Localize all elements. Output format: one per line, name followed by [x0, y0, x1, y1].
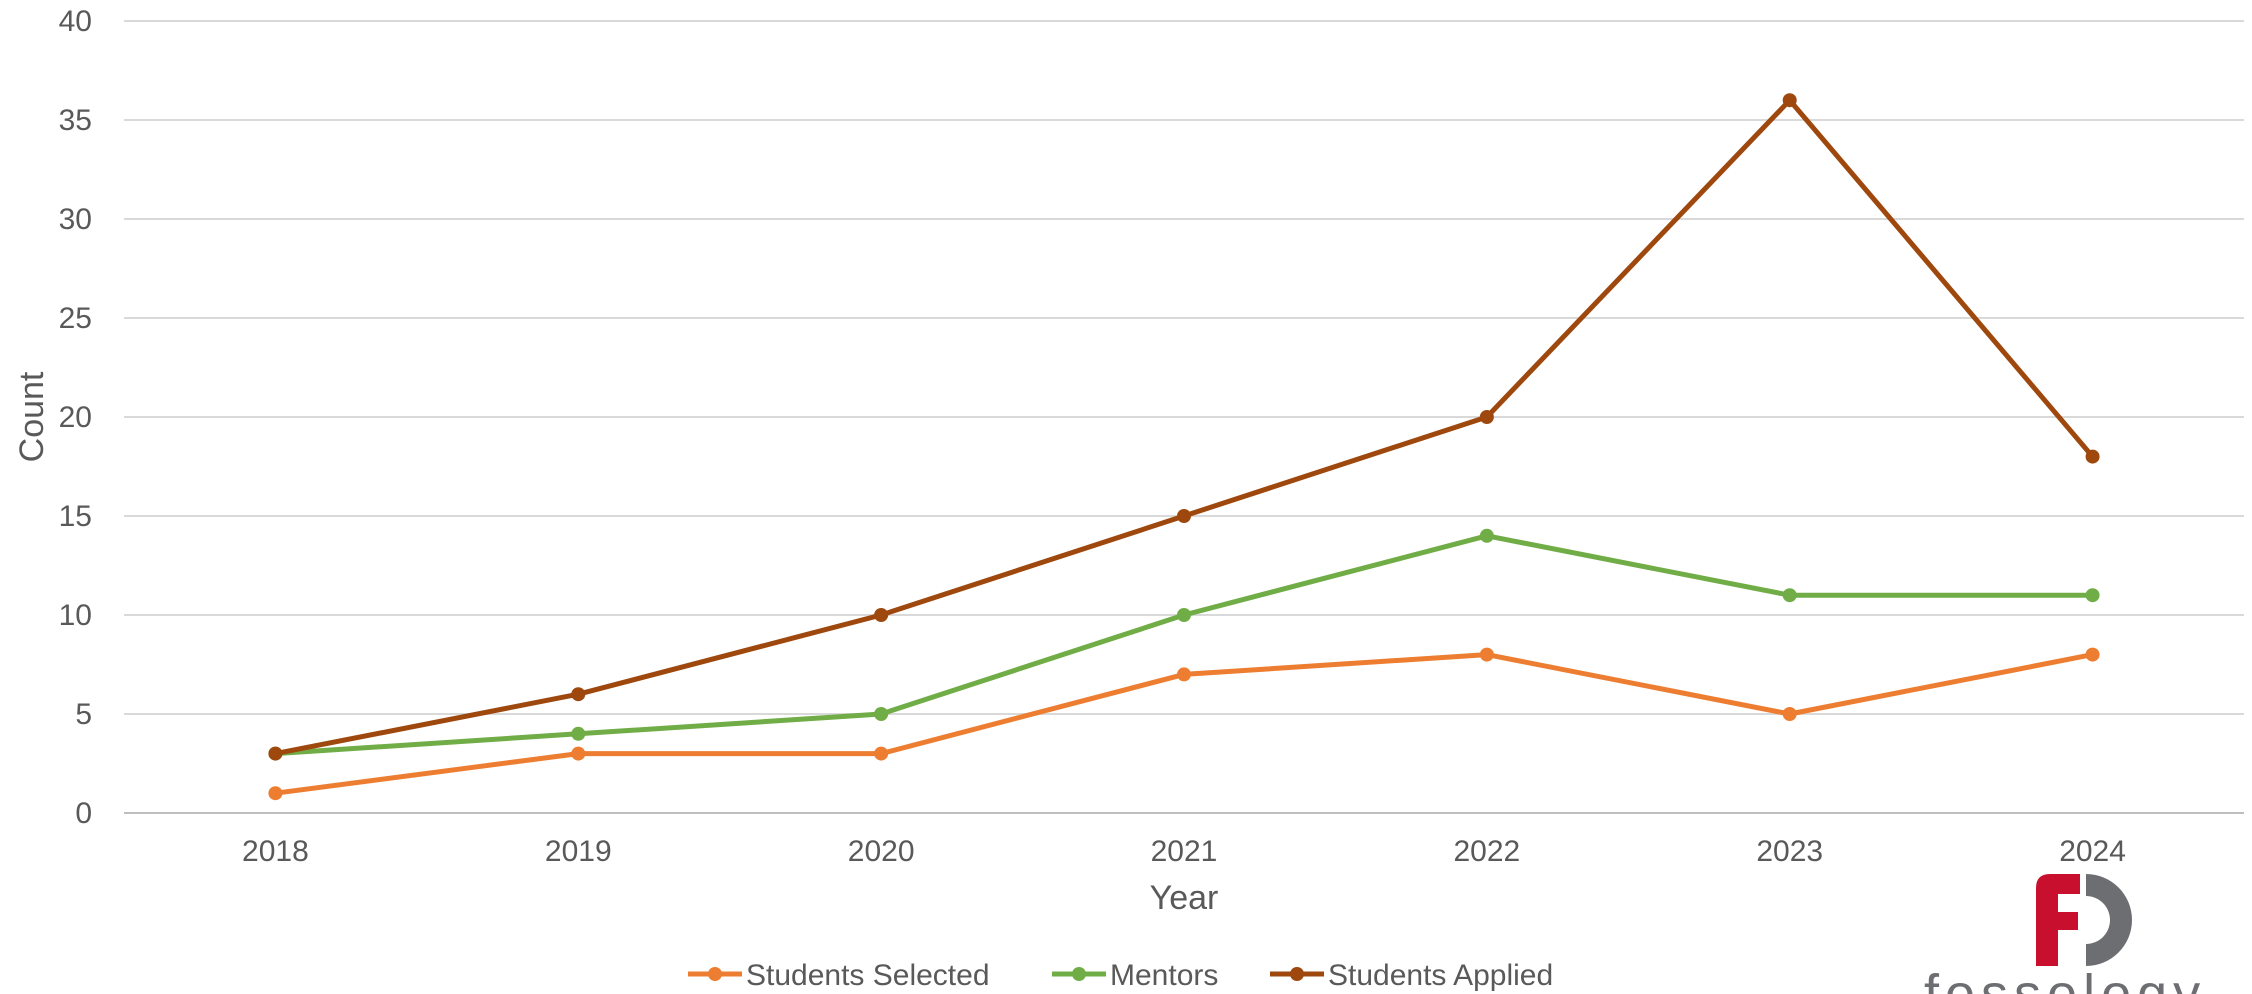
data-point — [2085, 588, 2100, 603]
data-point — [874, 608, 889, 622]
data-point — [874, 707, 889, 721]
data-point — [571, 746, 586, 761]
y-tick-label: 40 — [59, 5, 92, 38]
x-tick-label: 2023 — [1756, 835, 1823, 868]
y-tick-label: 35 — [59, 104, 92, 137]
series-mentors — [268, 528, 2100, 761]
data-point — [1782, 588, 1797, 603]
y-tick-label: 15 — [59, 500, 92, 533]
legend: Students Selected Mentors Students Applied — [688, 959, 1553, 992]
gridlines — [124, 20, 2244, 814]
x-tick-label: 2021 — [1151, 835, 1218, 868]
legend-label: Mentors — [1110, 959, 1218, 992]
x-tick-label: 2018 — [242, 835, 309, 868]
x-axis-ticks: 2018 2019 2020 2021 2022 2023 2024 — [242, 835, 2126, 868]
series-line — [272, 97, 2096, 757]
logo-f-mark — [2036, 874, 2080, 966]
data-point — [268, 746, 283, 761]
series-line — [272, 533, 2096, 757]
legend-item: Mentors — [1052, 959, 1218, 992]
legend-marker — [1072, 967, 1086, 981]
data-point — [571, 687, 586, 702]
series-students-applied — [268, 93, 2100, 761]
legend-marker — [1290, 967, 1304, 981]
legend-label: Students Selected — [746, 959, 990, 992]
series-lines — [268, 93, 2100, 801]
data-point — [1782, 707, 1797, 721]
y-tick-label: 0 — [75, 797, 92, 830]
data-point — [1479, 410, 1494, 424]
data-point — [1177, 667, 1191, 682]
data-point — [268, 786, 283, 801]
y-tick-label: 5 — [75, 698, 92, 731]
legend-marker — [708, 967, 722, 981]
data-point — [1479, 647, 1494, 662]
data-point — [1177, 509, 1191, 523]
data-point — [1479, 528, 1494, 543]
data-point — [2085, 647, 2100, 662]
y-tick-label: 10 — [59, 599, 92, 632]
data-point — [1782, 93, 1797, 108]
x-tick-label: 2019 — [545, 835, 612, 868]
x-axis-title: Year — [1150, 879, 1219, 917]
x-tick-label: 2024 — [2059, 835, 2126, 868]
logo-d-mark — [2086, 874, 2132, 966]
series-students-selected — [268, 647, 2100, 801]
x-tick-label: 2022 — [1453, 835, 1520, 868]
y-tick-label: 20 — [59, 401, 92, 434]
data-point — [2085, 449, 2100, 464]
legend-item: Students Applied — [1270, 959, 1553, 992]
x-tick-label: 2020 — [848, 835, 915, 868]
y-axis-title: Count — [13, 371, 51, 462]
data-point — [874, 746, 889, 761]
y-tick-label: 30 — [59, 203, 92, 236]
data-point — [571, 726, 586, 741]
logo-wordmark: fossology — [1924, 964, 2206, 994]
legend-label: Students Applied — [1328, 959, 1553, 992]
y-tick-label: 25 — [59, 302, 92, 335]
y-axis-ticks: 0 5 10 15 20 25 30 35 40 — [59, 5, 92, 830]
legend-item: Students Selected — [688, 959, 990, 992]
data-point — [1177, 608, 1191, 622]
fossology-logo: fossology — [1924, 874, 2206, 994]
